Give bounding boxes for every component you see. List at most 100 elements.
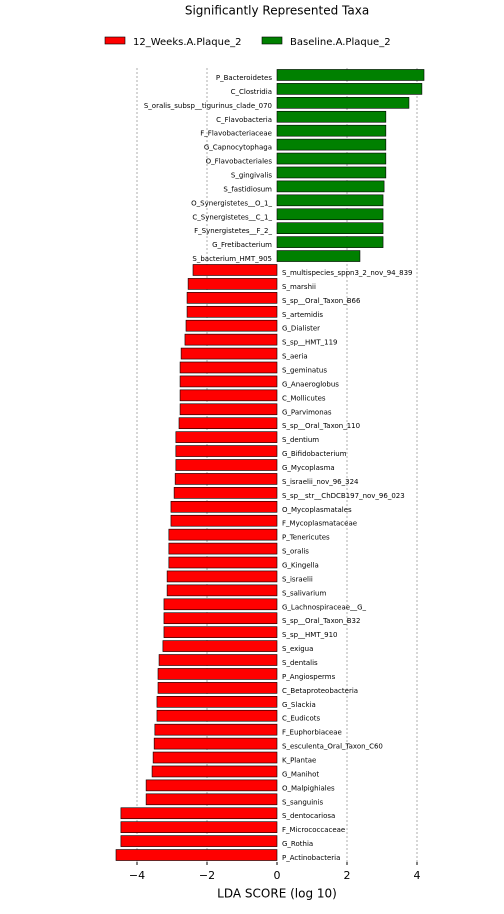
bar (174, 473, 278, 485)
bar-label: S_dentocariosa (282, 812, 335, 820)
bar-label: G_Parvimonas (282, 408, 332, 416)
bar-label: S_bacterium_HMT_905 (192, 255, 272, 263)
bar-label: S_israelii (282, 575, 313, 583)
bar (175, 459, 278, 471)
bar-label: O_Mycoplasmatales (282, 506, 352, 514)
bar-label: S_sp__HMT_119 (282, 339, 337, 347)
bar-label: K_Plantae (282, 757, 316, 765)
bar-label: G_Dialister (282, 325, 320, 333)
bar-label: C_Clostridia (231, 88, 272, 96)
bar-label: S_geminatus (282, 366, 327, 374)
bar-label: S_multispecies_sppn3_2_nov_94_839 (282, 269, 412, 277)
bar (157, 682, 278, 694)
legend-swatch (261, 36, 283, 45)
bar-label: S_dentalis (282, 659, 318, 667)
bar (115, 849, 278, 861)
bar-label: P_Tenericutes (282, 534, 330, 542)
bar-label: F_Flavobacteriaceae (200, 130, 272, 138)
bar (276, 208, 384, 221)
bar-label: S_artemidis (282, 311, 323, 319)
bar-label: G_Rothia (282, 840, 313, 848)
bar (179, 375, 278, 388)
bar (170, 514, 278, 527)
bar (153, 737, 278, 750)
bar (276, 83, 423, 95)
bar (175, 445, 278, 457)
x-tick-label: 0 (274, 869, 281, 882)
bar-label: F_Euphorbiaceae (282, 729, 342, 737)
bar (166, 570, 278, 583)
bar (179, 361, 278, 374)
bar (157, 668, 278, 680)
bar-label: S_fastidiosum (223, 185, 272, 193)
bar-label: S_oralis_subsp__tigurinus_clade_070 (144, 102, 272, 110)
bar-label: G_Lachnospiraceae__G_ (282, 603, 366, 611)
bar (276, 236, 384, 248)
bar-label: G_Fretibacterium (212, 241, 272, 249)
bar (168, 556, 278, 569)
bar-label: O_Malpighiales (282, 784, 335, 792)
bar (276, 124, 387, 137)
bar (156, 709, 278, 722)
bar (120, 807, 278, 820)
bar (175, 431, 278, 443)
bar-label: S_gingivalis (231, 171, 272, 179)
bar-label: G_Kingella (282, 562, 319, 570)
bar-label: P_Angiosperms (282, 673, 336, 681)
bar-label: G_Anaeroglobus (282, 380, 339, 388)
bar-label: G_Mycoplasma (282, 464, 335, 472)
bar-label: O_Flavobacteriales (206, 158, 273, 166)
bar (178, 417, 278, 430)
bar-label: S_sp__str__ChDCB197_nov_96_023 (282, 492, 405, 500)
bar (163, 626, 278, 638)
bar (186, 305, 278, 318)
bar (145, 779, 278, 792)
bar (158, 654, 278, 666)
bar-label: C_Synergistetes__C_1_ (192, 213, 272, 221)
bar-label: G_Slackia (282, 701, 316, 709)
bar (156, 696, 278, 708)
bar-label: G_Capnocytophaga (204, 144, 272, 152)
bar-label: S_marshii (282, 283, 316, 291)
bar-label: F_Micrococcaceae (282, 826, 345, 834)
bar (186, 292, 278, 304)
bar-label: C_Flavobacteria (216, 116, 272, 124)
bar-label: S_sp__Oral_Taxon_B32 (282, 617, 360, 625)
bar (276, 250, 361, 262)
bar-label: S_sp__HMT_910 (282, 631, 337, 639)
bar-label: S_esculenta_Oral_Taxon_C60 (282, 743, 383, 751)
bar (168, 542, 278, 555)
bar-label: P_Bacteroidetes (216, 74, 272, 82)
bar (187, 278, 278, 290)
bar (163, 598, 278, 611)
x-tick-label: −4 (129, 869, 145, 882)
bar (185, 319, 278, 332)
bar-label: S_salivarium (282, 589, 326, 597)
bar (179, 403, 278, 416)
bar (276, 138, 387, 151)
chart-title: Significantly Represented Taxa (185, 4, 369, 18)
bar-label: S_exigua (282, 645, 313, 653)
bar (154, 723, 278, 736)
bar (145, 793, 278, 806)
bar-label: S_sp__Oral_Taxon_B66 (282, 297, 361, 305)
bar-label: S_dentium (282, 436, 319, 444)
bar (276, 180, 385, 193)
x-tick-label: 2 (344, 869, 351, 882)
bar (152, 751, 278, 764)
bar-label: S_sanguinis (282, 798, 324, 806)
x-tick-label: 4 (414, 869, 421, 882)
legend-label: Baseline.A.Plaque_2 (290, 37, 391, 48)
legend-label: 12_Weeks.A.Plaque_2 (133, 37, 242, 48)
bar-label: F_Synergistetes__F_2_ (194, 227, 272, 235)
bar (166, 584, 278, 597)
bar (173, 487, 278, 499)
bar (120, 835, 278, 847)
legend-swatch (104, 36, 126, 45)
bar (276, 110, 387, 123)
bar-label: S_israelii_nov_96_324 (282, 478, 359, 486)
bar (151, 765, 278, 778)
bar-label: C_Mollicutes (282, 394, 326, 402)
bar-label: F_Mycoplasmataceae (282, 520, 357, 528)
